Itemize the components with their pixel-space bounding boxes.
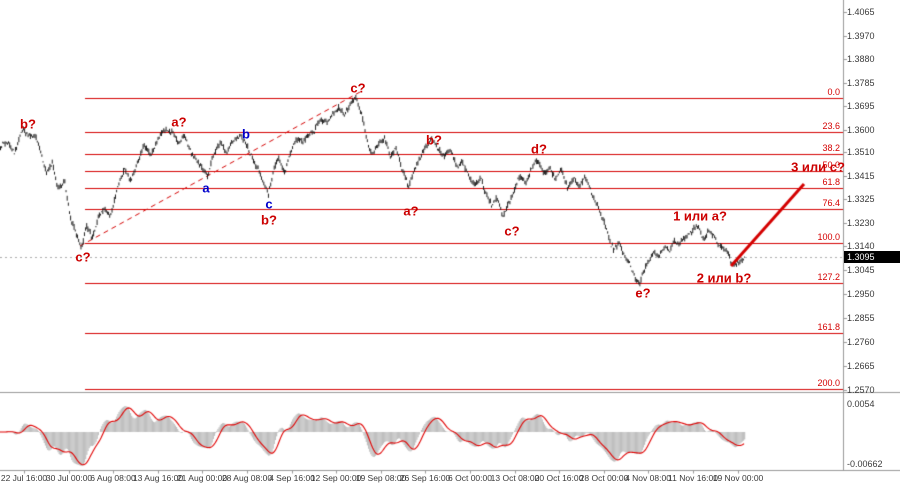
price-chart-canvas[interactable] [0,0,900,485]
trading-chart-window: 1.3095 0.0054 -0.00662 1.4065 1.3970 1.388… [0,0,900,485]
